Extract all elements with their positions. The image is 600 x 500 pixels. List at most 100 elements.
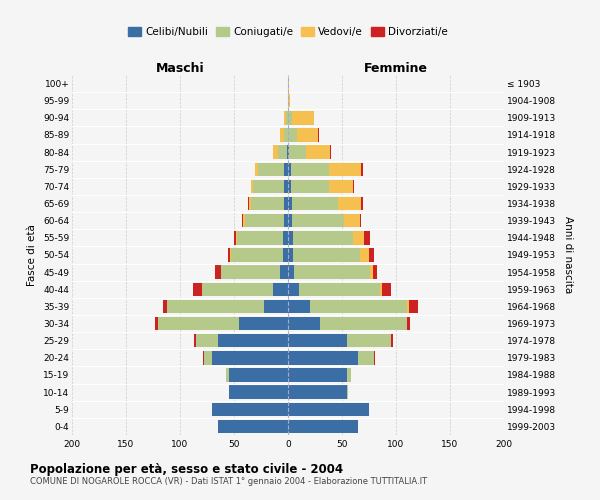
Bar <box>344 214 361 228</box>
Bar <box>292 111 314 124</box>
Bar <box>287 146 288 159</box>
Bar <box>280 266 288 279</box>
Bar <box>293 248 361 262</box>
Bar <box>288 334 347 347</box>
Bar <box>353 231 364 244</box>
Bar <box>258 162 284 176</box>
Bar <box>338 197 361 210</box>
Bar <box>218 334 288 347</box>
Bar <box>288 248 293 262</box>
Bar <box>288 214 292 228</box>
Y-axis label: Anni di nascita: Anni di nascita <box>563 216 572 294</box>
Bar <box>284 162 288 176</box>
Bar <box>358 351 374 364</box>
Bar <box>288 402 369 416</box>
Bar <box>215 266 221 279</box>
Bar <box>158 317 239 330</box>
Bar <box>284 111 286 124</box>
Bar <box>364 231 370 244</box>
Text: Femmine: Femmine <box>364 62 428 75</box>
Bar <box>194 334 196 347</box>
Bar <box>380 282 382 296</box>
Bar <box>251 180 253 193</box>
Bar <box>291 180 329 193</box>
Bar <box>293 231 353 244</box>
Bar <box>288 94 290 108</box>
Bar <box>370 266 373 279</box>
Bar <box>288 386 347 399</box>
Bar <box>218 420 288 433</box>
Bar <box>230 248 231 262</box>
Bar <box>288 111 292 124</box>
Bar <box>284 128 288 141</box>
Text: Maschi: Maschi <box>155 62 205 75</box>
Y-axis label: Fasce di età: Fasce di età <box>28 224 37 286</box>
Bar <box>347 368 350 382</box>
Text: Popolazione per età, sesso e stato civile - 2004: Popolazione per età, sesso e stato civil… <box>30 462 343 475</box>
Bar <box>330 146 331 159</box>
Bar <box>292 214 344 228</box>
Bar <box>212 402 288 416</box>
Bar <box>407 317 410 330</box>
Bar <box>361 197 362 210</box>
Bar <box>253 180 284 193</box>
Bar <box>291 162 329 176</box>
Bar <box>226 368 229 382</box>
Bar <box>299 282 380 296</box>
Bar <box>284 180 288 193</box>
Bar <box>288 128 296 141</box>
Bar <box>295 266 370 279</box>
Bar <box>409 300 418 313</box>
Bar <box>231 248 283 262</box>
Bar <box>203 351 204 364</box>
Legend: Celibi/Nubili, Coniugati/e, Vedovi/e, Divorziati/e: Celibi/Nubili, Coniugati/e, Vedovi/e, Di… <box>124 22 452 41</box>
Bar <box>320 317 407 330</box>
Bar <box>242 214 245 228</box>
Bar <box>296 128 318 141</box>
Bar <box>391 334 393 347</box>
Bar <box>163 300 167 313</box>
Bar <box>307 146 330 159</box>
Bar <box>284 197 288 210</box>
Bar <box>273 146 278 159</box>
Bar <box>288 368 347 382</box>
Bar <box>234 231 236 244</box>
Bar <box>155 317 158 330</box>
Bar <box>248 197 249 210</box>
Bar <box>288 231 293 244</box>
Bar <box>373 266 377 279</box>
Bar <box>288 300 310 313</box>
Bar <box>283 248 288 262</box>
Bar <box>288 420 358 433</box>
Bar <box>289 146 307 159</box>
Bar <box>249 197 251 210</box>
Bar <box>288 282 299 296</box>
Bar <box>347 386 349 399</box>
Bar <box>361 162 362 176</box>
Bar <box>229 368 288 382</box>
Bar <box>193 282 202 296</box>
Bar <box>284 214 288 228</box>
Bar <box>202 282 273 296</box>
Bar <box>374 351 376 364</box>
Bar <box>329 180 353 193</box>
Bar <box>245 214 284 228</box>
Bar <box>329 162 361 176</box>
Bar <box>283 231 288 244</box>
Bar <box>278 146 287 159</box>
Bar <box>204 351 212 364</box>
Bar <box>212 351 288 364</box>
Bar <box>251 197 284 210</box>
Bar <box>286 111 288 124</box>
Bar <box>288 180 291 193</box>
Bar <box>310 300 407 313</box>
Bar <box>288 77 289 90</box>
Bar <box>167 300 264 313</box>
Bar <box>353 180 354 193</box>
Bar <box>347 334 391 347</box>
Bar <box>288 197 292 210</box>
Bar <box>369 248 374 262</box>
Bar <box>221 266 280 279</box>
Bar <box>292 197 338 210</box>
Bar <box>288 351 358 364</box>
